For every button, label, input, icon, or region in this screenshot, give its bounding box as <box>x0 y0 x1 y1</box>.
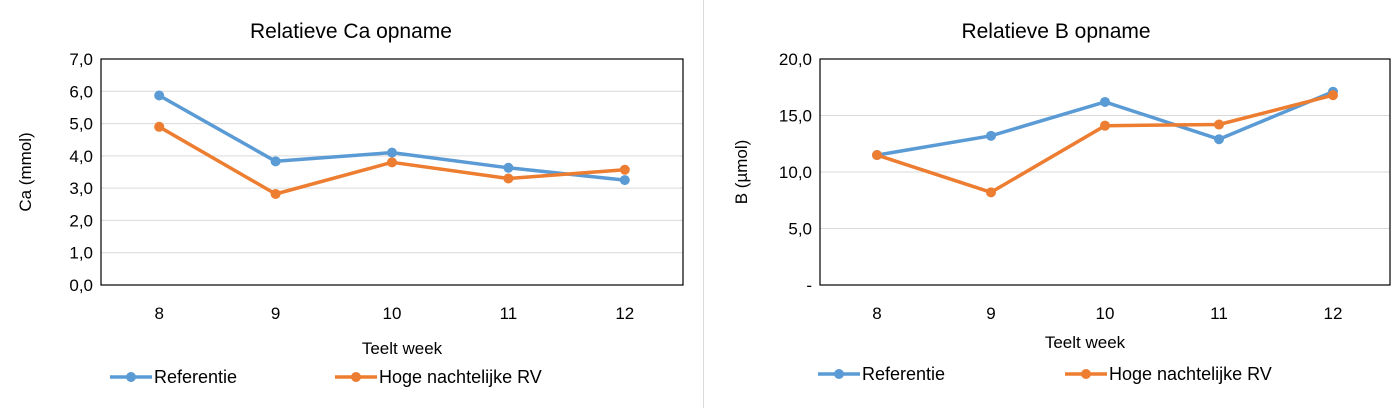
y-tick-label: 5,0 <box>69 115 93 134</box>
y-tick-label: 10,0 <box>779 163 812 182</box>
chart-title: Relatieve Ca opname <box>250 20 452 43</box>
x-tick-label: 9 <box>271 304 280 323</box>
plot-area-frame <box>819 58 1391 286</box>
data-point-referentie <box>503 162 514 173</box>
data-point-hoge-rv <box>270 188 281 199</box>
y-tick-label: 6,0 <box>69 82 93 101</box>
data-point-hoge-rv <box>387 157 397 168</box>
data-point-hoge-rv <box>986 187 996 198</box>
chart-b-svg: Relatieve B opname - 5,0 10,0 15,0 20,0 8 9 10 11… <box>732 20 1391 384</box>
y-tick-label: 4,0 <box>69 147 93 166</box>
legend-label: Hoge nachtelijke RV <box>1109 364 1272 384</box>
chart-ca-svg: Relatieve Ca opname 0,0 1,0 2,0 3,0 4,0 5,0 6,0… <box>16 20 684 387</box>
data-point-hoge-rv <box>872 150 882 161</box>
data-point-hoge-rv <box>503 173 514 184</box>
y-tick-label: 0,0 <box>69 276 93 295</box>
legend-label: Hoge nachtelijke RV <box>379 367 542 387</box>
data-point-referentie <box>986 130 996 141</box>
data-point-referentie <box>1100 96 1110 107</box>
y-tick-label: 20,0 <box>779 50 812 69</box>
data-point-hoge-rv <box>1328 90 1338 101</box>
chart-b-uptake: Relatieve B opname - 5,0 10,0 15,0 20,0 8 9 10 11… <box>704 0 1395 408</box>
y-tick-label: 1,0 <box>69 244 93 263</box>
legend-marker <box>351 372 361 382</box>
legend-marker <box>834 369 844 379</box>
data-point-referentie <box>1214 134 1224 145</box>
x-tick-label: 11 <box>1210 304 1228 323</box>
x-tick-label: 8 <box>872 304 881 323</box>
data-point-hoge-rv <box>1100 120 1110 131</box>
legend-marker <box>126 372 136 382</box>
data-point-referentie <box>270 156 281 167</box>
legend-marker <box>1081 369 1091 379</box>
chart-title: Relatieve B opname <box>961 20 1150 43</box>
x-tick-label: 11 <box>500 304 518 323</box>
y-tick-label: 3,0 <box>69 179 93 198</box>
data-point-referentie <box>619 175 630 186</box>
data-point-referentie <box>387 147 397 158</box>
x-tick-label: 8 <box>154 304 163 323</box>
legend-label: Referentie <box>154 367 237 387</box>
x-tick-label: 12 <box>615 304 634 323</box>
y-tick-label: - <box>806 276 812 295</box>
plot-area-frame <box>100 58 684 286</box>
x-tick-label: 10 <box>383 304 402 323</box>
data-point-hoge-rv <box>619 164 630 175</box>
x-tick-label: 12 <box>1324 304 1343 323</box>
legend-label: Referentie <box>862 364 945 384</box>
data-point-hoge-rv <box>154 121 165 132</box>
x-axis-title: Teelt week <box>362 339 443 358</box>
y-axis-title: B (µmol) <box>732 140 751 205</box>
chart-ca-uptake: Relatieve Ca opname 0,0 1,0 2,0 3,0 4,0 5,0 6,0… <box>16 20 684 387</box>
y-tick-label: 7,0 <box>69 50 93 69</box>
panel-divider <box>703 0 704 408</box>
x-axis-title: Teelt week <box>1045 333 1126 352</box>
y-tick-label: 15,0 <box>779 107 812 126</box>
data-point-referentie <box>154 90 165 101</box>
x-tick-label: 10 <box>1096 304 1115 323</box>
data-point-hoge-rv <box>1214 119 1224 130</box>
y-tick-label: 2,0 <box>69 211 93 230</box>
x-tick-label: 9 <box>986 304 995 323</box>
y-axis-title: Ca (mmol) <box>16 132 35 211</box>
y-tick-label: 5,0 <box>788 220 812 239</box>
